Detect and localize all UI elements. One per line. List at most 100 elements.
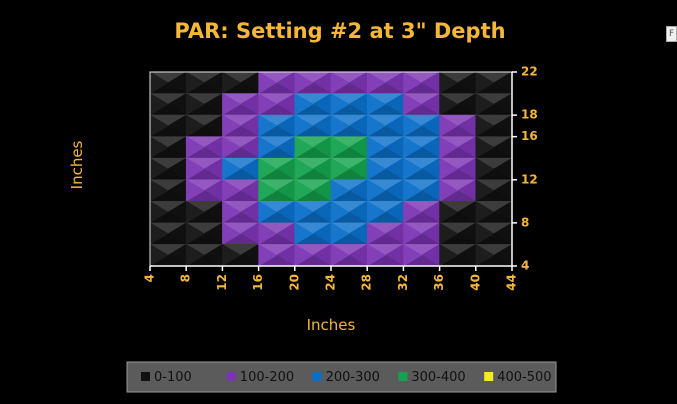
x-tick-label: 8: [179, 274, 193, 282]
heatmap-cell-1-4-3: [294, 93, 314, 116]
legend-swatch-200-300: [312, 372, 322, 381]
heatmap-cell-3-2-3: [222, 136, 242, 159]
heatmap-cell-2-3-3: [258, 114, 278, 138]
heatmap-cell-2-6-3: [366, 114, 386, 138]
heatmap-cell-6-9-3: [475, 200, 495, 224]
plot-area: [149, 71, 513, 267]
heatmap-cell-4-6-3: [366, 157, 386, 181]
heatmap-cell-6-0-3: [150, 200, 169, 224]
heatmap-cell-1-7-3: [403, 93, 423, 116]
heatmap-cell-3-5-3: [330, 136, 350, 159]
heatmap-cell-3-8-3: [439, 136, 459, 159]
legend-swatch-100-200: [226, 372, 236, 381]
x-tick-label: 20: [287, 274, 301, 291]
legend-label: 100-200: [240, 370, 294, 385]
heatmap-cell-4-0-3: [150, 157, 169, 181]
heatmap-cell-8-5-3: [330, 243, 350, 266]
heatmap-cell-1-2-3: [222, 93, 242, 116]
heatmap-cell-7-6-3: [366, 222, 386, 245]
heatmap-cell-4-9-3: [475, 157, 495, 181]
heatmap-cell-0-6-3: [366, 72, 386, 95]
heatmap-cell-3-0-3: [150, 136, 169, 159]
heatmap-cell-7-4-3: [294, 222, 314, 245]
heatmap-cell-2-2-3: [222, 114, 242, 138]
heatmap-cell-2-0-3: [150, 114, 169, 138]
x-tick-label: 16: [251, 274, 265, 291]
heatmap-cell-6-8-3: [439, 200, 459, 224]
heatmap-cell-0-4-3: [294, 72, 314, 95]
heatmap-cell-3-9-3: [475, 136, 495, 159]
heatmap-cell-0-7-3: [403, 72, 423, 95]
heatmap-cell-2-5-3: [330, 114, 350, 138]
chart-title: PAR: Setting #2 at 3" Depth: [174, 19, 505, 43]
heatmap-cell-6-6-3: [366, 200, 386, 224]
heatmap-cell-8-2-3: [222, 243, 242, 266]
heatmap-cell-6-2-3: [222, 200, 242, 224]
legend-swatch-0-100: [141, 372, 150, 381]
y-axis-ticks: 4 8 12 16 18 22: [512, 65, 538, 273]
heatmap-cell-0-1-3: [185, 72, 205, 95]
heatmap-cell-0-8-3: [439, 72, 459, 95]
heatmap-cell-8-7-3: [403, 243, 423, 266]
heatmap-cell-2-1-3: [185, 114, 205, 138]
x-tick-label: 32: [396, 274, 410, 291]
heatmap-cell-5-9-3: [475, 179, 495, 202]
y-tick-label: 18: [521, 108, 538, 122]
heatmap-cell-8-1-3: [185, 243, 205, 266]
heatmap-cell-7-8-3: [439, 222, 459, 245]
heatmap-cell-0-2-3: [222, 72, 242, 95]
heatmap-cell-5-1-3: [185, 179, 205, 202]
x-tick-label: 12: [215, 274, 229, 291]
y-tick-label: 22: [521, 65, 538, 79]
heatmap-cell-8-0-3: [150, 244, 169, 266]
heatmap-cell-8-4-3: [294, 243, 314, 266]
heatmap-cell-4-3-3: [258, 157, 278, 181]
heatmap-cell-5-5-3: [330, 179, 350, 202]
heatmap-cell-4-4-3: [294, 157, 314, 181]
y-tick-label: 4: [521, 259, 529, 273]
heatmap-cell-5-8-3: [439, 179, 459, 202]
heatmap-cell-7-5-3: [330, 222, 350, 245]
x-axis-label: Inches: [307, 316, 356, 334]
heatmap-cells: [150, 72, 512, 266]
heatmap-cell-6-4-3: [294, 200, 314, 224]
heatmap-cell-5-7-3: [403, 179, 423, 202]
heatmap-cell-7-2-3: [222, 222, 242, 245]
x-tick-label: 28: [360, 274, 374, 291]
heatmap-cell-4-1-3: [185, 157, 205, 181]
heatmap-cell-7-7-3: [403, 222, 423, 245]
heatmap-cell-7-9-3: [475, 222, 495, 245]
heatmap-cell-7-1-3: [185, 222, 205, 245]
heatmap-cell-1-8-3: [439, 93, 459, 116]
heatmap-cell-4-2-3: [222, 157, 242, 181]
heatmap-cell-1-0-3: [150, 93, 169, 116]
heatmap-cell-7-0-3: [150, 222, 169, 245]
heatmap-cell-2-8-3: [439, 114, 459, 138]
heatmap-cell-3-4-3: [294, 136, 314, 159]
y-axis-label: Inches: [68, 140, 86, 189]
plot-frame: [149, 71, 512, 266]
heatmap-cell-4-8-3: [439, 157, 459, 181]
legend-label: 200-300: [326, 370, 380, 385]
heatmap-cell-1-1-3: [185, 93, 205, 116]
x-tick-label: 24: [324, 274, 338, 291]
y-tick-label: 16: [521, 129, 538, 143]
heatmap-cell-8-6-3: [366, 243, 386, 266]
x-tick-label: 44: [505, 274, 519, 291]
heatmap-cell-6-5-3: [330, 200, 350, 224]
legend-label: 400-500: [497, 370, 551, 385]
heatmap-cell-1-6-3: [366, 93, 386, 116]
heatmap-cell-6-7-3: [403, 200, 423, 224]
heatmap-cell-5-3-3: [258, 179, 278, 202]
heatmap-cell-3-6-3: [366, 136, 386, 159]
heatmap-cell-4-7-3: [403, 157, 423, 181]
heatmap-cell-5-2-3: [222, 179, 242, 202]
x-axis-ticks: 4 8 12 16 20 24 28 32 36 40 44: [143, 266, 519, 291]
x-tick-label: 40: [468, 274, 482, 291]
heatmap-cell-0-9-3: [475, 72, 495, 95]
heatmap-cell-1-9-3: [475, 93, 495, 116]
y-tick-label: 12: [521, 172, 538, 186]
heatmap-cell-5-6-3: [366, 179, 386, 202]
legend-swatch-300-400: [398, 372, 408, 381]
